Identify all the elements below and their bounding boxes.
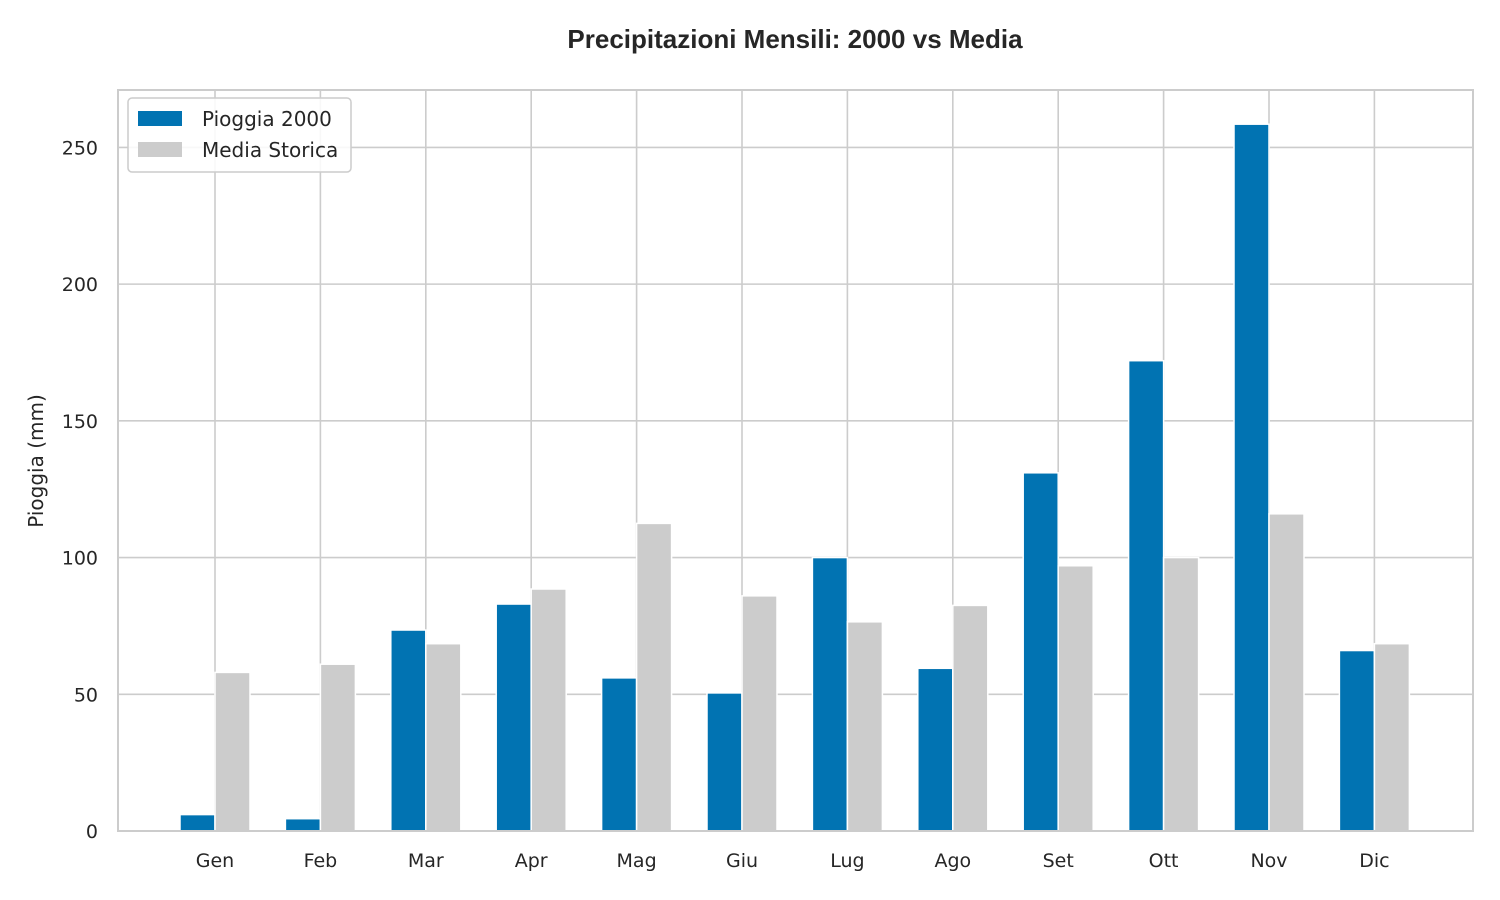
bar-pioggia-2000-apr: [495, 603, 532, 832]
y-axis-ticks: 0 50 100 150 200 250: [62, 137, 98, 843]
bar-pioggia-2000-giu: [706, 692, 743, 832]
plot-frame: [117, 89, 1474, 832]
bar-media-storica-lug: [846, 621, 884, 832]
bar-media-storica-mag: [635, 522, 673, 832]
x-tick-label: Lug: [830, 850, 864, 872]
legend-swatch-pioggia-2000: [138, 111, 182, 126]
bar-media-storica-ott: [1162, 556, 1200, 832]
y-tick-label: 100: [62, 548, 98, 570]
bar-pioggia-2000-gen: [179, 813, 216, 832]
legend-label-media-storica: Media Storica: [202, 138, 338, 162]
bar-pioggia-2000-mar: [390, 629, 427, 832]
y-tick-label: 150: [62, 411, 98, 433]
chart-title: Precipitazioni Mensili: 2000 vs Media: [567, 24, 1023, 54]
bar-pioggia-2000-lug: [811, 556, 849, 832]
y-tick-label: 200: [62, 274, 98, 296]
bar-media-storica-dic: [1373, 642, 1411, 832]
bar-media-storica-ago: [952, 604, 989, 832]
x-tick-label: Gen: [196, 850, 234, 872]
bar-pioggia-2000-mag: [600, 677, 638, 832]
bar-media-storica-nov: [1268, 513, 1305, 832]
x-tick-label: Feb: [304, 850, 338, 872]
legend-box: [127, 97, 352, 173]
x-tick-label: Dic: [1359, 850, 1389, 872]
x-tick-label: Set: [1043, 850, 1074, 872]
bar-pioggia-2000-set: [1022, 472, 1059, 832]
bar-media-storica-apr: [530, 588, 567, 832]
bar-pioggia-2000-ott: [1127, 359, 1165, 832]
y-tick-label: 50: [74, 684, 98, 706]
x-tick-label: Apr: [515, 850, 548, 872]
bar-media-storica-mar: [425, 642, 462, 832]
bar-pioggia-2000-nov: [1233, 123, 1270, 832]
bars: [179, 123, 1411, 832]
x-axis-ticks: Gen Feb Mar Apr Mag Giu Lug Ago Set Ott Nov Dic: [196, 850, 1390, 872]
bar-pioggia-2000-ago: [917, 667, 954, 832]
legend-swatch-media-storica: [138, 142, 182, 157]
bar-media-storica-giu: [741, 595, 778, 832]
y-tick-label: 250: [62, 137, 98, 159]
bar-media-storica-gen: [214, 671, 251, 832]
x-tick-label: Mar: [408, 850, 444, 872]
bar-pioggia-2000-dic: [1338, 649, 1376, 832]
x-tick-label: Ago: [934, 850, 971, 872]
legend-label-pioggia-2000: Pioggia 2000: [202, 107, 332, 131]
y-tick-label: 0: [86, 821, 98, 843]
bar-media-storica-set: [1057, 565, 1094, 832]
bar-media-storica-feb: [319, 663, 357, 832]
legend: Pioggia 2000 Media Storica: [127, 97, 352, 173]
x-tick-label: Ott: [1149, 850, 1179, 872]
x-tick-label: Nov: [1250, 850, 1287, 872]
bar-pioggia-2000-feb: [284, 817, 322, 832]
y-axis-label: Pioggia (mm): [24, 394, 48, 528]
x-tick-label: Mag: [617, 850, 657, 872]
x-tick-label: Giu: [726, 850, 758, 872]
